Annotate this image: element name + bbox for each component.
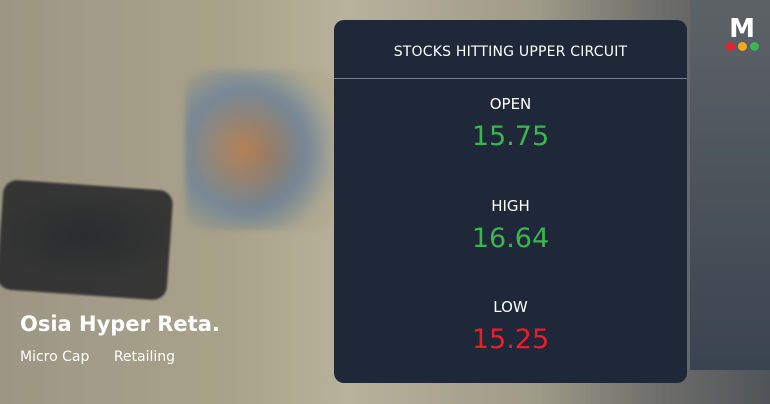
sector-tag: Retailing — [113, 349, 176, 365]
market-cap-tag: Micro Cap — [20, 349, 90, 365]
high-label: HIGH — [491, 197, 530, 215]
logo-dot-green — [749, 42, 759, 51]
stock-tags: Micro Cap Retailing — [20, 349, 195, 365]
open-value: 15.75 — [471, 121, 550, 152]
divider — [334, 78, 687, 79]
open-label: OPEN — [489, 95, 532, 113]
card-title: STOCKS HITTING UPPER CIRCUIT — [393, 44, 628, 60]
brand-logo: M — [722, 14, 762, 54]
background-phone — [0, 179, 174, 301]
logo-letter: M — [729, 14, 755, 44]
price-card: STOCKS HITTING UPPER CIRCUIT OPEN 15.75 … — [334, 20, 687, 383]
high-value: 16.64 — [471, 223, 550, 254]
low-value: 15.25 — [471, 324, 550, 355]
background-jar — [185, 70, 335, 230]
background-monitor — [690, 0, 770, 370]
low-label: LOW — [493, 298, 528, 316]
logo-dot-red — [725, 42, 735, 51]
stock-name: Osia Hyper Reta. — [20, 312, 220, 336]
logo-dot-orange — [737, 42, 747, 51]
